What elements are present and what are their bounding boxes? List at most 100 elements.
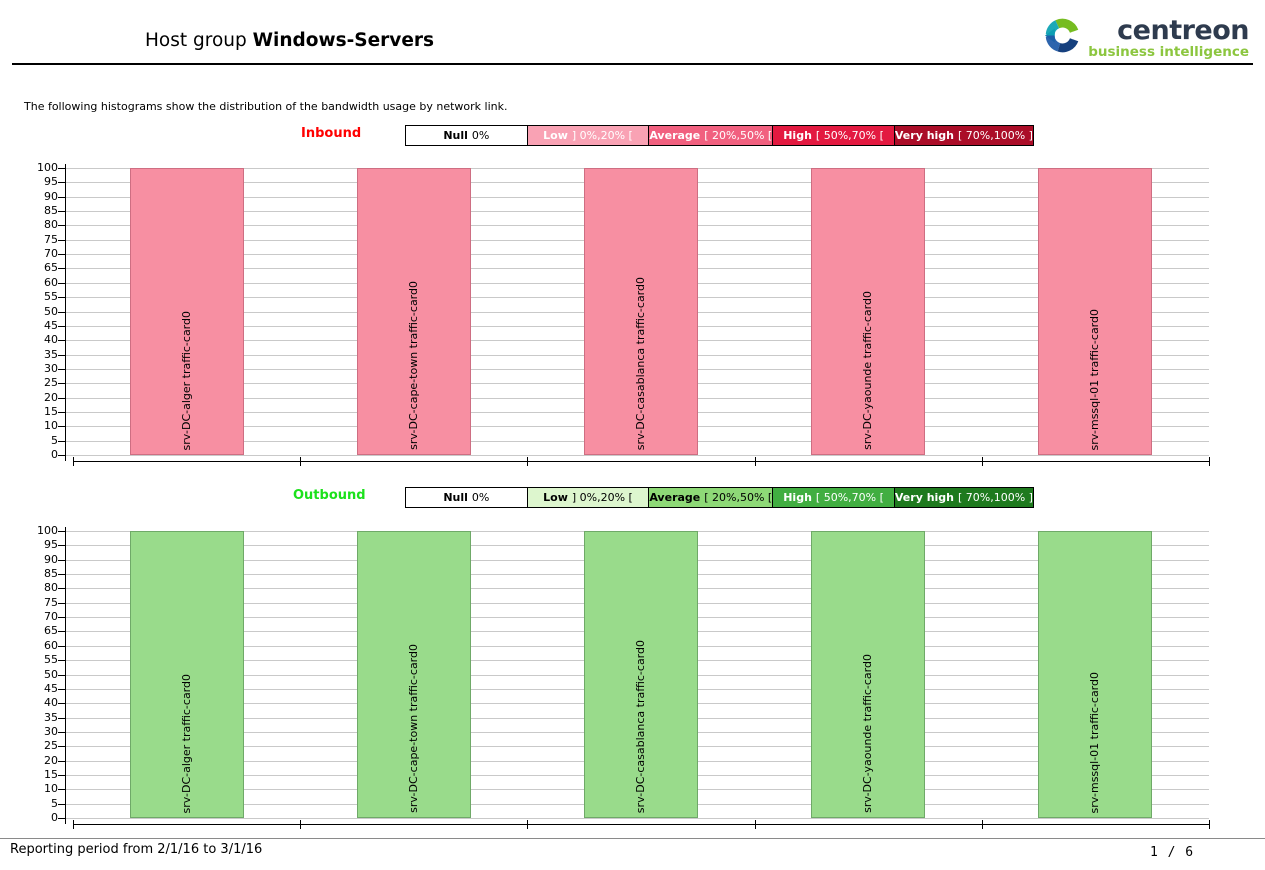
y-axis-tick <box>58 440 65 442</box>
legend-name: Average <box>649 491 701 504</box>
centreon-logo-name: centreon <box>1117 15 1249 46</box>
y-axis-tick <box>58 426 65 428</box>
y-axis-label: 75 <box>44 595 58 609</box>
y-axis-tick <box>58 368 65 370</box>
page-title-hostgroup: Windows-Servers <box>252 30 435 51</box>
y-axis-tick <box>58 789 65 791</box>
bar-label: srv-DC-yaounde traffic-card0 <box>861 654 875 813</box>
centreon-logo-text: centreon business intelligence <box>1088 17 1249 60</box>
legend-name: Null <box>443 129 468 142</box>
y-axis-tick <box>58 325 65 327</box>
x-axis-line <box>73 824 1209 825</box>
y-axis-label: 20 <box>44 753 58 767</box>
x-axis-tick <box>300 820 302 829</box>
x-axis-line <box>73 461 1209 462</box>
y-axis-tick <box>58 631 65 633</box>
outbound-label: Outbound <box>293 488 366 503</box>
y-axis-label: 0 <box>51 448 58 461</box>
header-divider <box>12 63 1253 65</box>
y-axis-tick <box>58 559 65 561</box>
y-axis-label: 10 <box>44 419 58 433</box>
y-axis-label: 70 <box>44 610 58 624</box>
y-axis-tick <box>58 354 65 356</box>
footer-divider <box>0 838 1265 839</box>
y-axis-label: 100 <box>37 524 58 537</box>
legend-range: 0% <box>471 129 490 142</box>
y-axis-label: 60 <box>44 275 58 289</box>
y-axis-label: 20 <box>44 390 58 404</box>
legend-item-average: Average[ 20%,50% [ <box>648 488 773 507</box>
y-axis-line <box>65 164 66 461</box>
y-axis-tick <box>58 254 65 256</box>
y-axis-tick <box>58 182 65 184</box>
y-axis-label: 65 <box>44 624 58 638</box>
y-axis-tick <box>58 531 65 532</box>
histogram-bar: srv-DC-yaounde traffic-card0 <box>811 531 926 818</box>
x-axis-tick <box>754 457 756 466</box>
histogram-bar: srv-DC-alger traffic-card0 <box>129 531 244 818</box>
legend-item-low: Low] 0%,20% [ <box>526 488 649 507</box>
y-axis-label: 90 <box>44 189 58 203</box>
legend-range: ] 0%,20% [ <box>571 491 633 504</box>
y-axis-label: 25 <box>44 376 58 390</box>
bar-label: srv-DC-cape-town traffic-card0 <box>406 281 420 450</box>
legend-name: Null <box>443 491 468 504</box>
outbound-plot-area: 0 5 10 15 20 25 30 35 40 45 50 55 60 65 70 75 80 85 90 95 10… <box>0 524 1265 836</box>
legend-name: Average <box>649 129 701 142</box>
y-axis-label: 45 <box>44 318 58 332</box>
legend-item-very-high: Very high [ 70%,100% ] <box>893 126 1033 145</box>
y-axis-label: 55 <box>44 290 58 304</box>
histogram-bar: srv-mssql-01 traffic-card0 <box>1038 531 1153 818</box>
legend-name: Low <box>543 491 568 504</box>
y-axis-label: 40 <box>44 696 58 710</box>
y-axis-line <box>65 527 66 824</box>
histogram-bar: srv-DC-yaounde traffic-card0 <box>811 168 926 455</box>
y-axis-label: 70 <box>44 247 58 261</box>
y-axis-tick <box>58 397 65 399</box>
y-axis-tick <box>58 383 65 385</box>
legend-range: [ 50%,70% [ <box>815 129 884 142</box>
bar-label: srv-DC-alger traffic-card0 <box>179 310 193 450</box>
y-axis-label: 25 <box>44 739 58 753</box>
y-axis-label: 65 <box>44 261 58 275</box>
gridline <box>65 455 1209 456</box>
y-axis-tick <box>58 760 65 762</box>
y-axis-tick <box>58 411 65 413</box>
legend-item-average: Average[ 20%,50% [ <box>648 126 773 145</box>
y-axis-label: 10 <box>44 782 58 796</box>
legend-range: [ 70%,100% ] <box>958 491 1033 504</box>
legend-range: [ 70%,100% ] <box>958 129 1033 142</box>
x-axis-tick <box>754 820 756 829</box>
y-axis-tick <box>58 617 65 619</box>
y-axis-label: 50 <box>44 304 58 318</box>
y-axis-tick <box>58 688 65 690</box>
legend-name: Very high <box>894 491 954 504</box>
legend-item-high: High[ 50%,70% [ <box>772 488 894 507</box>
gridline <box>65 818 1209 819</box>
histogram-bar: srv-DC-casablanca traffic-card0 <box>584 531 698 818</box>
x-axis-tick <box>1209 457 1210 466</box>
y-axis-tick <box>58 574 65 576</box>
y-axis-label: 0 <box>51 811 58 824</box>
bar-label: srv-mssql-01 traffic-card0 <box>1088 308 1102 450</box>
y-axis-label: 85 <box>44 567 58 581</box>
legend-range: ] 0%,20% [ <box>571 129 633 142</box>
y-axis-tick <box>58 340 65 342</box>
centreon-logo: centreon business intelligence <box>1044 17 1249 60</box>
page-number: 1 / 6 <box>1150 845 1195 860</box>
y-axis-label: 50 <box>44 667 58 681</box>
histogram-bar: srv-mssql-01 traffic-card0 <box>1038 168 1153 455</box>
y-axis-label: 100 <box>37 161 58 174</box>
y-axis-tick <box>58 645 65 647</box>
y-axis-label: 15 <box>44 404 58 418</box>
y-axis-label: 80 <box>44 218 58 232</box>
y-axis-tick <box>58 717 65 719</box>
legend-item-very-high: Very high [ 70%,100% ] <box>893 488 1033 507</box>
y-axis-label: 5 <box>51 433 58 447</box>
y-axis-label: 80 <box>44 581 58 595</box>
y-axis-label: 45 <box>44 681 58 695</box>
bar-label: srv-mssql-01 traffic-card0 <box>1088 671 1102 813</box>
outbound-legend: Null 0% Low] 0%,20% [ Average[ 20%,50% [ … <box>405 487 1034 508</box>
y-axis-tick <box>58 818 65 819</box>
y-axis-tick <box>58 545 65 547</box>
